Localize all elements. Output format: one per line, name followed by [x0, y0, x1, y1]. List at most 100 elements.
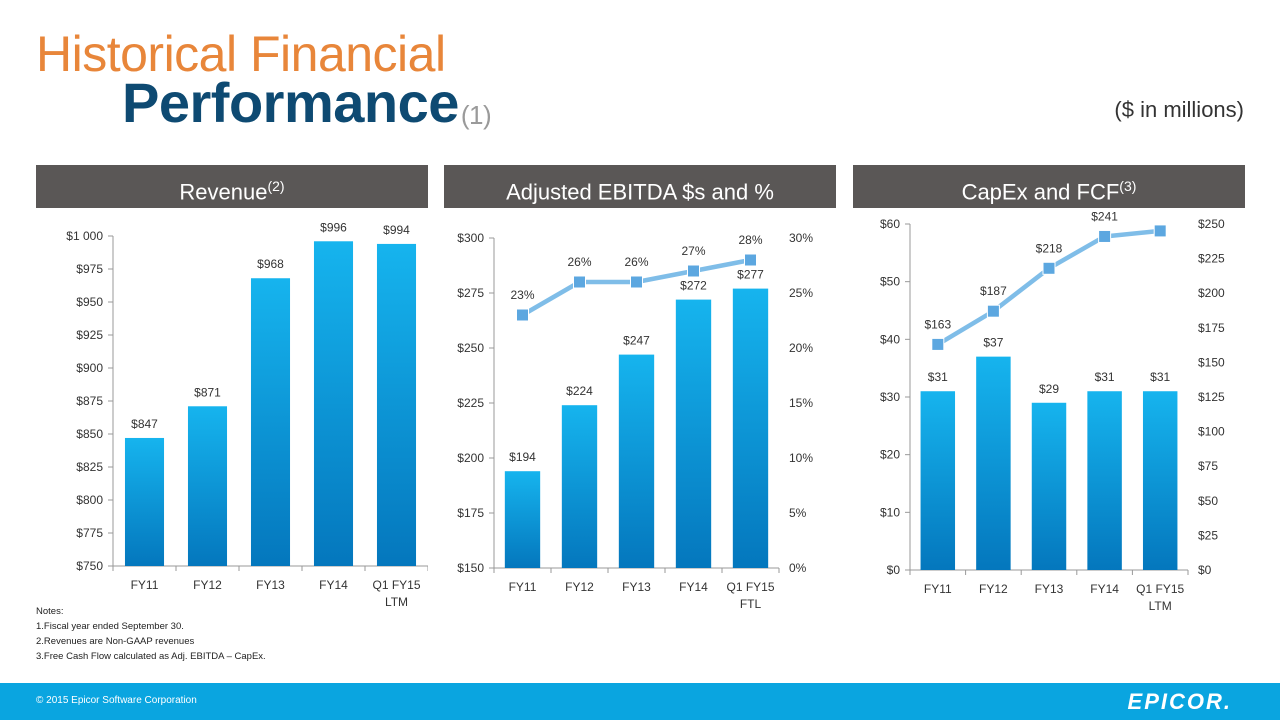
capex-fcf-chart: $0 $10 $20 $30 $40 $50 $60 $31 FY11 $37 FY12 $29 FY1…: [853, 212, 1245, 627]
bar: [124, 437, 165, 566]
y-tick-label: $800: [76, 493, 103, 507]
line-value-label: $218: [1036, 241, 1063, 255]
panel-header-capex-fcf: CapEx and FCF(3): [853, 165, 1245, 208]
panel-header-footnote: (3): [1119, 178, 1137, 194]
bar: [1087, 391, 1122, 570]
line-value-label: 26%: [567, 255, 591, 269]
bar: [561, 405, 598, 568]
y-tick-label: $775: [76, 526, 103, 540]
bar-value-label: $871: [194, 385, 221, 399]
y2-tick-label: 0%: [789, 561, 807, 575]
footer-bar: © 2015 Epicor Software Corporation EPICO…: [0, 683, 1280, 720]
bar-value-label: $37: [983, 336, 1003, 350]
panel-header-label: CapEx and FCF: [961, 179, 1120, 205]
x-tick-label: LTM: [1149, 599, 1172, 613]
ebitda-chart: $150 $175 $200 $225 $250 $275 $300 $194 FY11 $224…: [444, 212, 836, 627]
line-value-label: 28%: [738, 233, 762, 247]
y2-tick-label: $25: [1198, 528, 1218, 542]
bar-value-label: $31: [928, 370, 948, 384]
x-tick-label: Q1 FY15: [726, 580, 774, 594]
y-tick-label: $10: [880, 505, 900, 519]
y-tick-label: $750: [76, 559, 103, 573]
x-tick-label: FTL: [740, 597, 762, 611]
bar: [732, 288, 769, 568]
x-tick-label: FY13: [622, 580, 651, 594]
note-item: 2.Revenues are Non-GAAP revenues: [36, 636, 195, 647]
y-tick-label: $825: [76, 460, 103, 474]
y2-tick-label: 30%: [789, 231, 813, 245]
y2-tick-label: $200: [1198, 286, 1225, 300]
line-marker: [687, 264, 700, 278]
y2-tick-label: 5%: [789, 506, 807, 520]
y2-tick-label: $0: [1198, 563, 1212, 577]
y-tick-label: $30: [880, 390, 900, 404]
y2-tick-label: $100: [1198, 425, 1225, 439]
line-value-label: $163: [924, 317, 951, 331]
x-tick-label: FY12: [979, 582, 1008, 596]
bar: [920, 391, 956, 570]
x-tick-label: FY12: [193, 578, 222, 592]
y-tick-label: $950: [76, 295, 103, 309]
y-tick-label: $50: [880, 275, 900, 289]
bar-value-label: $29: [1039, 382, 1059, 396]
copyright-text: © 2015 Epicor Software Corporation: [36, 695, 197, 706]
y-tick-label: $850: [76, 427, 103, 441]
x-tick-label: Q1 FY15: [372, 578, 420, 592]
x-tick-label: FY11: [924, 582, 952, 596]
panel-header-label: Revenue: [179, 179, 268, 205]
y2-tick-label: $250: [1198, 217, 1225, 231]
bar: [976, 356, 1011, 570]
line-marker: [573, 275, 586, 289]
line-marker: [1153, 224, 1167, 238]
bar-value-label: $968: [257, 257, 284, 271]
x-tick-label: Q1 FY15: [1136, 582, 1184, 596]
revenue-chart: $750 $775 $800 $825 $850 $875 $900 $925 $950 $975…: [36, 212, 428, 627]
x-tick-label: FY14: [319, 578, 348, 592]
y2-tick-label: $175: [1198, 321, 1225, 335]
y-tick-label: $1 000: [66, 229, 103, 243]
page-title-line1: Historical Financial: [36, 26, 446, 82]
bar: [504, 471, 541, 568]
bar-value-label: $31: [1095, 370, 1115, 384]
y-tick-label: $40: [880, 332, 900, 346]
bar: [313, 241, 354, 566]
line-marker: [1098, 229, 1112, 243]
x-tick-label: FY13: [1035, 582, 1064, 596]
bar-value-label: $247: [623, 334, 650, 348]
y-tick-label: $225: [457, 396, 484, 410]
line-value-label: 26%: [624, 255, 648, 269]
line-value-label: $187: [980, 284, 1007, 298]
y2-tick-label: $75: [1198, 459, 1218, 473]
x-tick-label: FY14: [1090, 582, 1119, 596]
line-value-label: $241: [1091, 212, 1118, 223]
bar: [1031, 402, 1067, 570]
y-tick-label: $0: [887, 563, 901, 577]
y-tick-label: $875: [76, 394, 103, 408]
y-tick-label: $300: [457, 231, 484, 245]
y-tick-label: $60: [880, 217, 900, 231]
notes-heading: Notes:: [36, 606, 64, 617]
y2-tick-label: 15%: [789, 396, 813, 410]
line-marker: [986, 304, 1000, 318]
bar-value-label: $994: [383, 223, 410, 237]
y-tick-label: $250: [457, 341, 484, 355]
note-item: 1.Fiscal year ended September 30.: [36, 621, 184, 632]
y2-tick-label: $225: [1198, 252, 1225, 266]
page-title-line2: Performance(1): [122, 71, 492, 134]
line-value-label: 27%: [681, 244, 705, 258]
x-tick-label: FY14: [679, 580, 708, 594]
y-tick-label: $150: [457, 561, 484, 575]
page-title-text: Performance: [122, 71, 459, 134]
bar: [1142, 391, 1178, 570]
line-value-label: 23%: [510, 288, 534, 302]
bar-value-label: $996: [320, 220, 347, 234]
y-tick-label: $900: [76, 361, 103, 375]
y-tick-label: $925: [76, 328, 103, 342]
note-item: 3.Free Cash Flow calculated as Adj. EBIT…: [36, 651, 266, 662]
line-marker: [931, 337, 945, 351]
line-marker: [630, 275, 643, 289]
panel-header-footnote: (2): [267, 178, 285, 194]
notes: Notes: 1.Fiscal year ended September 30.…: [36, 604, 266, 664]
x-tick-label: FY12: [565, 580, 594, 594]
panel-header-ebitda: Adjusted EBITDA $s and %: [444, 165, 836, 208]
